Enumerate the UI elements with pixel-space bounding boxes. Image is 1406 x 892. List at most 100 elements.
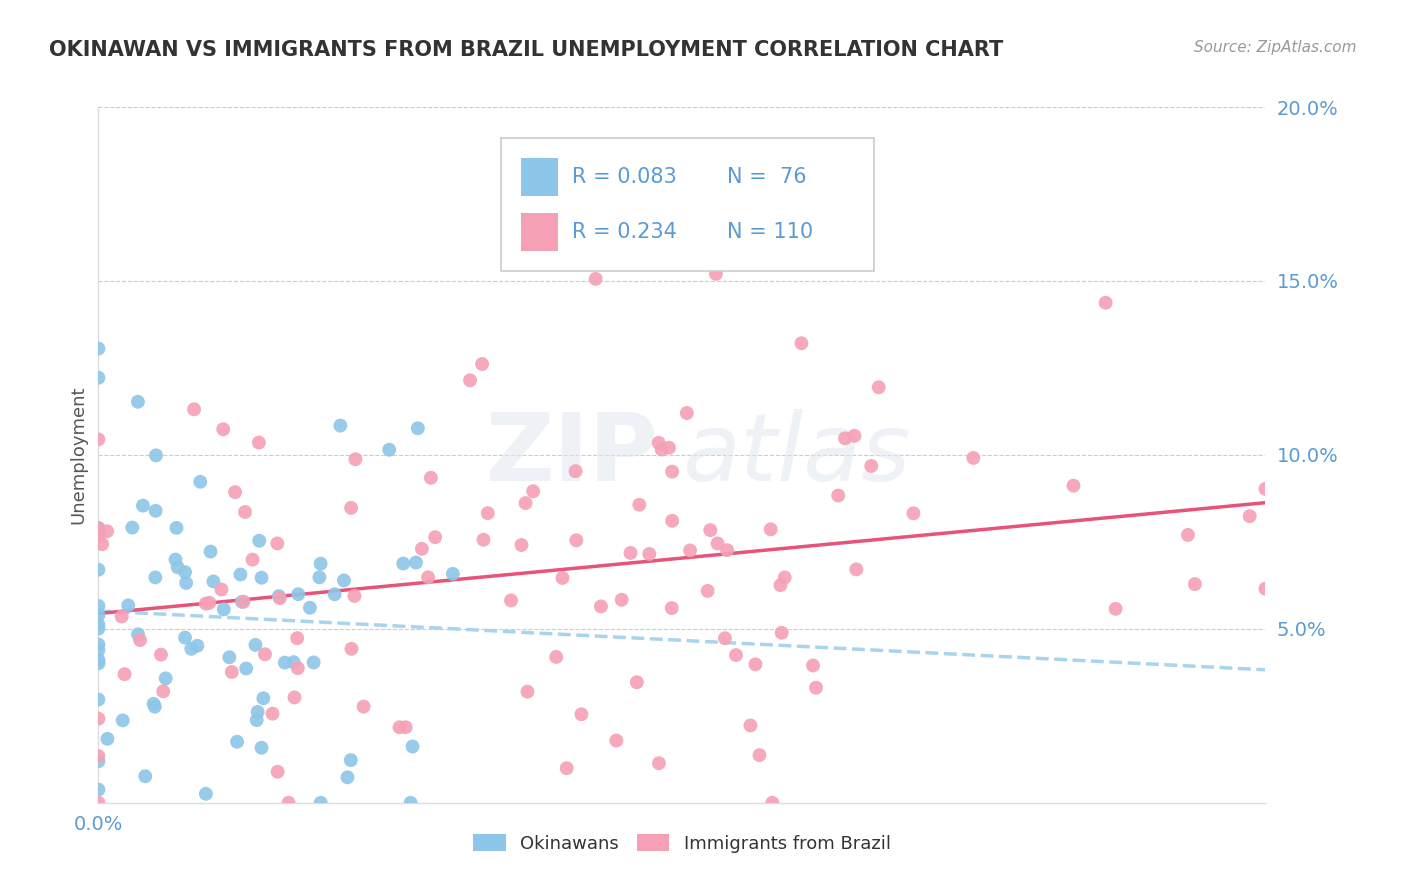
Text: 0.0%: 0.0% xyxy=(73,815,124,834)
Point xyxy=(298,600,321,615)
Point xyxy=(605,733,627,747)
Point xyxy=(87,749,110,764)
Point xyxy=(302,656,325,670)
Point xyxy=(224,485,246,500)
Point xyxy=(87,529,110,543)
Text: ZIP: ZIP xyxy=(485,409,658,501)
Point xyxy=(406,421,429,435)
Point xyxy=(714,632,737,646)
Point xyxy=(247,435,270,450)
Point xyxy=(87,599,110,613)
Point xyxy=(423,530,446,544)
Point xyxy=(246,705,269,719)
Point xyxy=(250,571,273,585)
Point xyxy=(188,475,211,489)
Point xyxy=(628,498,651,512)
Point xyxy=(571,707,593,722)
Point xyxy=(87,638,110,652)
Point xyxy=(1254,582,1277,596)
Point xyxy=(134,769,156,783)
Point xyxy=(266,536,288,550)
Point xyxy=(416,570,439,584)
Point xyxy=(704,267,727,281)
Point xyxy=(716,543,738,558)
Point xyxy=(232,595,254,609)
Point xyxy=(1184,577,1206,591)
Point xyxy=(253,647,276,661)
Point xyxy=(499,593,522,607)
Point xyxy=(804,681,827,695)
Y-axis label: Unemployment: Unemployment xyxy=(69,385,87,524)
Point xyxy=(229,567,252,582)
Point xyxy=(551,571,574,585)
Point xyxy=(1094,295,1116,310)
Point xyxy=(510,538,533,552)
Point xyxy=(194,597,217,611)
Point xyxy=(696,583,718,598)
Point xyxy=(166,560,188,574)
Point xyxy=(790,336,813,351)
Point xyxy=(132,499,155,513)
Text: N =  76: N = 76 xyxy=(727,167,807,187)
Point xyxy=(142,697,165,711)
Point xyxy=(200,544,222,558)
Point xyxy=(477,506,499,520)
Point xyxy=(309,796,332,810)
Point xyxy=(515,496,537,510)
Point xyxy=(589,599,612,614)
Point xyxy=(1177,528,1199,542)
Point xyxy=(761,796,783,810)
Point xyxy=(212,602,235,616)
Point xyxy=(129,633,152,648)
Point xyxy=(87,371,110,385)
Point xyxy=(648,756,671,771)
Point xyxy=(111,609,134,624)
Point xyxy=(242,552,264,566)
Point xyxy=(675,406,697,420)
Point xyxy=(773,570,796,584)
Point xyxy=(392,557,415,571)
Point xyxy=(1239,509,1261,524)
Point xyxy=(174,576,197,591)
Point xyxy=(845,562,868,576)
Point xyxy=(111,714,134,728)
Point xyxy=(183,402,205,417)
Point xyxy=(87,754,110,768)
Legend: Okinawans, Immigrants from Brazil: Okinawans, Immigrants from Brazil xyxy=(465,827,898,860)
Point xyxy=(441,566,464,581)
Point xyxy=(285,631,308,645)
Point xyxy=(340,641,363,656)
Point xyxy=(699,523,721,537)
Point xyxy=(610,592,633,607)
Point xyxy=(283,655,305,669)
Point xyxy=(87,521,110,535)
Point xyxy=(626,675,648,690)
Text: R = 0.234: R = 0.234 xyxy=(572,222,678,242)
Point xyxy=(262,706,284,721)
Point xyxy=(166,521,188,535)
Point xyxy=(87,617,110,632)
Point xyxy=(458,373,481,387)
Point xyxy=(340,753,363,767)
Point xyxy=(246,713,269,727)
Point xyxy=(152,684,174,698)
Point xyxy=(340,500,363,515)
Point xyxy=(308,570,330,584)
Point xyxy=(274,656,297,670)
Point xyxy=(648,435,671,450)
Point xyxy=(759,522,782,536)
Point xyxy=(127,394,149,409)
Point xyxy=(770,625,793,640)
Point xyxy=(740,718,762,732)
Point xyxy=(231,595,253,609)
Point xyxy=(651,442,673,457)
Point xyxy=(834,431,856,445)
Point xyxy=(378,442,401,457)
FancyBboxPatch shape xyxy=(501,138,875,270)
Point xyxy=(287,587,309,601)
Point xyxy=(87,692,110,706)
Point xyxy=(87,622,110,636)
Point xyxy=(277,796,299,810)
Point xyxy=(329,418,352,433)
Point xyxy=(96,731,118,746)
